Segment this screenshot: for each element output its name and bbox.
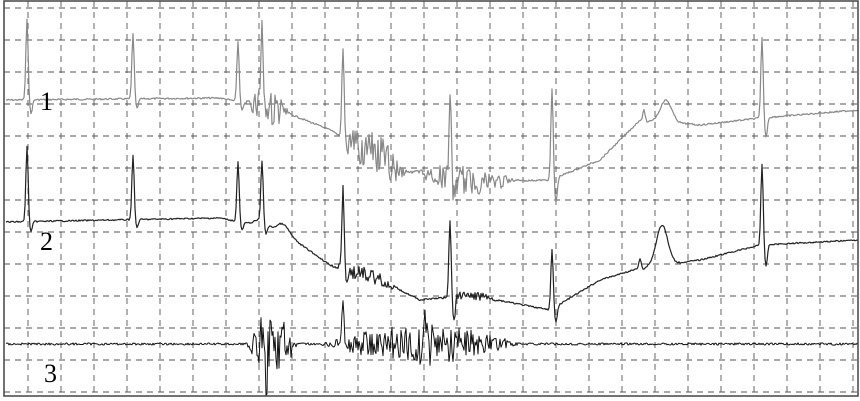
ecg-trace-3 (5, 300, 859, 396)
ecg-trace-1 (5, 18, 859, 204)
ecg-traces (5, 18, 859, 396)
channel-label-1: 1 (40, 87, 53, 116)
channel-label-3: 3 (44, 359, 57, 388)
channel-label-2: 2 (40, 227, 53, 256)
ecg-trace-2 (5, 145, 859, 323)
chart-border (3, 0, 859, 397)
